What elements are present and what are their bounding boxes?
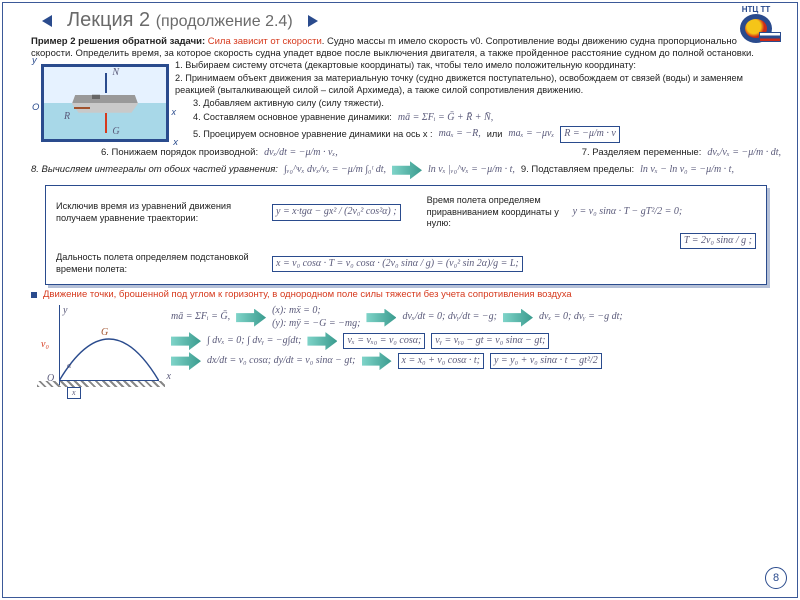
bullet-icon: [31, 292, 37, 298]
nav-prev-button[interactable]: [39, 13, 57, 29]
proj-eq-dv: dvₓ = 0; dvᵧ = −g dt;: [539, 311, 623, 324]
step-3: 3. Добавляем активную силу (силу тяжести…: [193, 98, 781, 110]
proj-eq-dvdt: dvₓ/dt = 0; dvᵧ/dt = −g;: [402, 311, 497, 324]
eq-8b: ln vₓ |ᵥ₀^vₓ = −μ/m · t,: [428, 164, 515, 177]
logo-text: НТЦ ТТ: [742, 5, 771, 14]
step-4: 4. Составляем основное уравнение динамик…: [193, 112, 392, 124]
proj-eq-dxdt: dx/dt = v₀ cosα; dy/dt = v₀ sinα − gt;: [207, 355, 356, 368]
step-2: 2. Принимаем объект движения за материал…: [175, 73, 781, 96]
eq-8a: ∫ᵥ₀^vₓ dvₓ/vₓ = −μ/m ∫₀ᵗ dt,: [284, 164, 386, 177]
arrow-icon: [307, 332, 337, 350]
arrow-icon: [171, 332, 201, 350]
eq-6: dvₓ/dt = −μ/m · vₓ,: [264, 147, 338, 160]
proj-eq-vy: vᵧ = vᵧ₀ − gt = v₀ sinα − gt;: [431, 333, 549, 350]
eq-dynamics: mā = ΣFᵢ = Ḡ + R̄ + N̄,: [398, 112, 493, 125]
time-label: Время полета определяем приравниванием к…: [427, 195, 567, 230]
lecture-title: Лекция 2 (продолжение 2.4): [67, 9, 293, 32]
step-8: 8. Вычисляем интегралы от обоих частей у…: [31, 164, 278, 176]
step-6: 6. Понижаем порядок производной:: [101, 147, 258, 159]
traj-label: Исключив время из уравнений движения пол…: [56, 201, 266, 224]
page-number: 8: [765, 567, 787, 589]
arrow-icon: [503, 309, 533, 327]
range-eq: x = v₀ cosα · T = v₀ cosα · (2v₀ sinα / …: [272, 256, 523, 273]
eq-7: dvₓ/vₓ = −μ/m · dt,: [707, 147, 781, 160]
time-eq: y = v₀ sinα · T − gT²/2 = 0;: [573, 206, 683, 219]
section-projectile-title: Движение точки, брошенной под углом к го…: [43, 289, 572, 301]
eq-5-box: R = −μ/m · v: [560, 126, 620, 143]
projectile-diagram: y x O α v₀ G x: [37, 305, 165, 397]
range-label: Дальность полета определяем подстановкой…: [56, 252, 266, 275]
nav-next-button[interactable]: [303, 13, 321, 29]
arrow-icon: [392, 161, 422, 179]
proj-eq-xy: (x): mẍ = 0; (y): mÿ = −G = −mg;: [272, 305, 360, 330]
step-7: 7. Разделяем переменные:: [582, 147, 702, 159]
proj-eq-y: y = y₀ + v₀ sinα · t − gt²/2: [490, 353, 602, 370]
arrow-icon: [236, 309, 266, 327]
arrow-icon: [362, 352, 392, 370]
traj-eq: y = x·tgα − gx² / (2v₀² cos²α) ;: [272, 204, 401, 221]
step-1: 1. Выбираем систему отсчета (декартовые …: [175, 60, 781, 72]
arrow-icon: [171, 352, 201, 370]
proj-eq-x: x = x₀ + v₀ cosα · t;: [398, 353, 484, 370]
title-bar: Лекция 2 (продолжение 2.4): [3, 3, 797, 34]
arrow-icon: [366, 309, 396, 327]
step-9: 9. Подставляем пределы:: [521, 164, 634, 176]
proj-eq-ma: mā = ΣFᵢ = Ḡ,: [171, 311, 230, 324]
org-logo: НТЦ ТТ: [721, 5, 791, 43]
time-box: T = 2v₀ sinα / g ;: [680, 233, 756, 250]
proj-eq-int: ∫ dvₓ = 0; ∫ dvᵧ = −g∫dt;: [207, 335, 301, 348]
proj-eq-vx: vₓ = vₓ₀ = v₀ cosα;: [343, 333, 425, 350]
problem-statement: Пример 2 решения обратной задачи: Сила з…: [31, 36, 781, 60]
step-5: 5. Проецируем основное уравнение динамик…: [193, 129, 433, 141]
trajectory-inset: Исключив время из уравнений движения пол…: [45, 185, 767, 285]
eq-5b: maₓ = −μvₓ: [508, 128, 554, 141]
eq-9: ln vₓ − ln v₀ = −μ/m · t,: [640, 164, 734, 177]
eq-5a: maₓ = −R,: [439, 128, 481, 141]
ship-diagram: N G R y x x O: [41, 64, 169, 142]
